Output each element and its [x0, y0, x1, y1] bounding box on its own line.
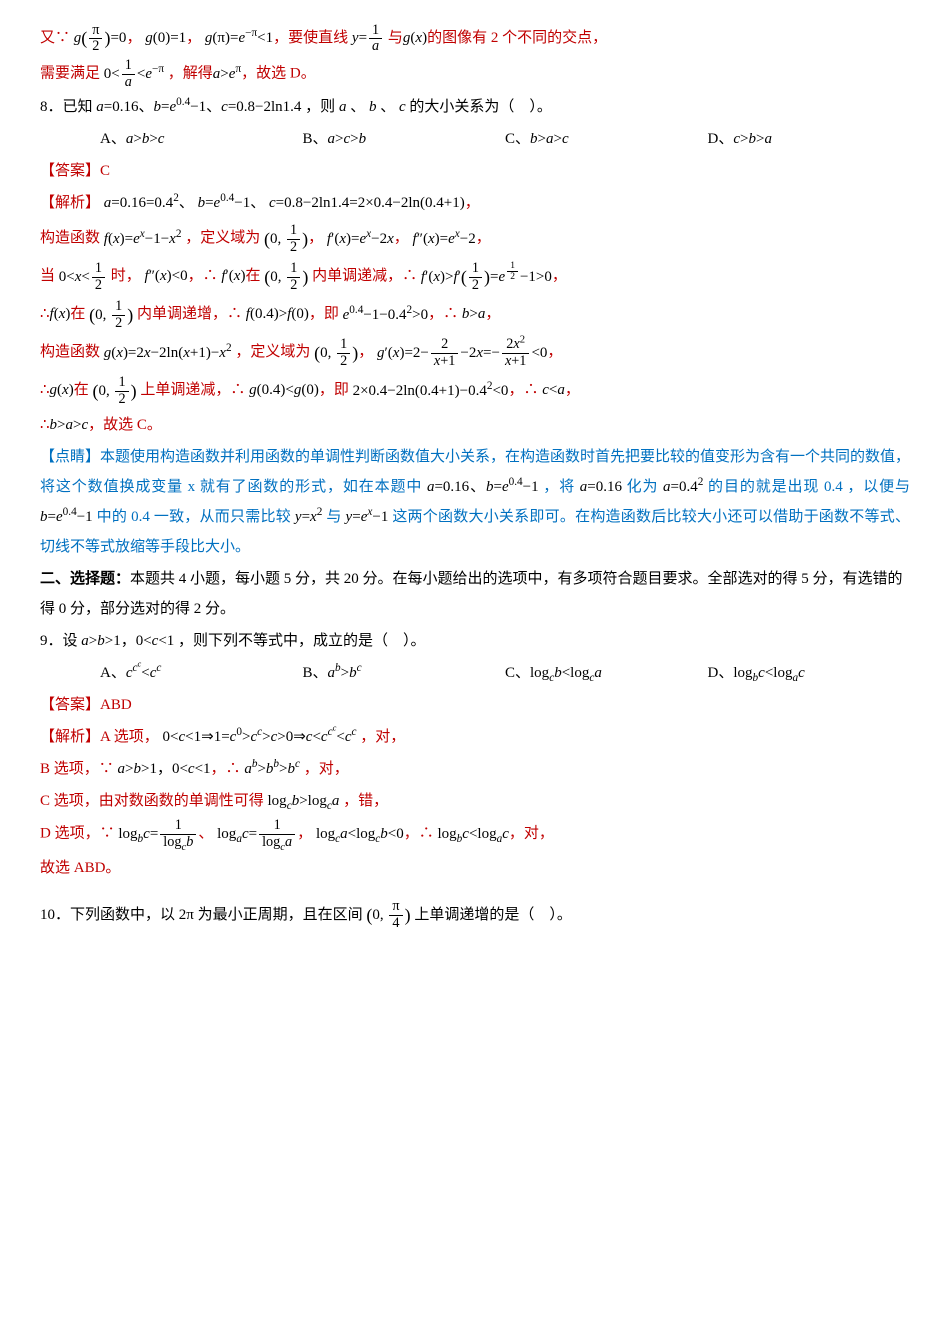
solution-9-B: B 选项，∵ a>b>1，0<c<1，∴ ab>bb>bc ，对， — [40, 754, 910, 784]
answer-9: 【答案】ABD — [40, 690, 910, 720]
solution-8-line3: 当 0<x<12 时， f″(x)<0，∴ f′(x)在 (0, 12) 内单调… — [40, 258, 910, 294]
section-2-header: 二、选择题：本题共 4 小题，每小题 5 分，共 20 分。在每小题给出的选项中… — [40, 564, 910, 624]
question-8-stem: 8．已知 a=0.16、b=e0.4−1、c=0.8−2ln1.4 ，则 a 、… — [40, 92, 910, 122]
answer-8: 【答案】C — [40, 156, 910, 186]
solution-8-line5: 构造函数 g(x)=2x−2ln(x+1)−x2 ，定义域为 (0, 12)， … — [40, 334, 910, 370]
solution-9-C: C 选项，由对数函数的单调性可得 logcb>logca ，错， — [40, 786, 910, 816]
dianjing: 【点睛】本题使用构造函数并利用函数的单调性判断函数值大小关系，在构造函数时首先把… — [40, 442, 910, 562]
solution-8-line6: ∴g(x)在 (0, 12) 上单调递减，∴ g(0.4)<g(0)，即 2×0… — [40, 372, 910, 408]
solution-8-line4: ∴f(x)在 (0, 12) 内单调递增，∴ f(0.4)>f(0)，即 e0.… — [40, 296, 910, 332]
solution-8-line7: ∴b>a>c，故选 C。 — [40, 410, 910, 440]
paragraph-cont-2: 需要满足 0<1a<e−π ，解得a>eπ，故选 D。 — [40, 58, 910, 90]
solution-8-line2: 构造函数 f(x)=ex−1−x2 ，定义域为 (0, 12)， f′(x)=e… — [40, 220, 910, 256]
question-10-stem: 10．下列函数中，以 2π 为最小正周期，且在区间 (0, π4) 上单调递增的… — [40, 897, 910, 933]
question-8-options: A、a>b>c B、a>c>b C、b>a>c D、c>b>a — [100, 124, 910, 154]
question-9-options: A、ccc<cc B、ab>bc C、logcb<logca D、logbc<l… — [100, 658, 910, 688]
paragraph-cont-1: 又∵ g(π2)=0， g(0)=1， g(π)=e−π<1，要使直线 y=1a… — [40, 20, 910, 56]
solution-9-D: D 选项，∵ logbc=1logcb、 logac=1logca， logca… — [40, 818, 910, 850]
question-9-stem: 9．设 a>b>1，0<c<1 ，则下列不等式中，成立的是（ ）。 — [40, 626, 910, 656]
solution-9-A: 【解析】A 选项， 0<c<1⇒1=c0>cc>c>0⇒c<ccc<cc ，对， — [40, 722, 910, 752]
solution-8-line1: 【解析】 a=0.16=0.42、 b=e0.4−1、 c=0.8−2ln1.4… — [40, 188, 910, 218]
solution-9-final: 故选 ABD。 — [40, 853, 910, 883]
